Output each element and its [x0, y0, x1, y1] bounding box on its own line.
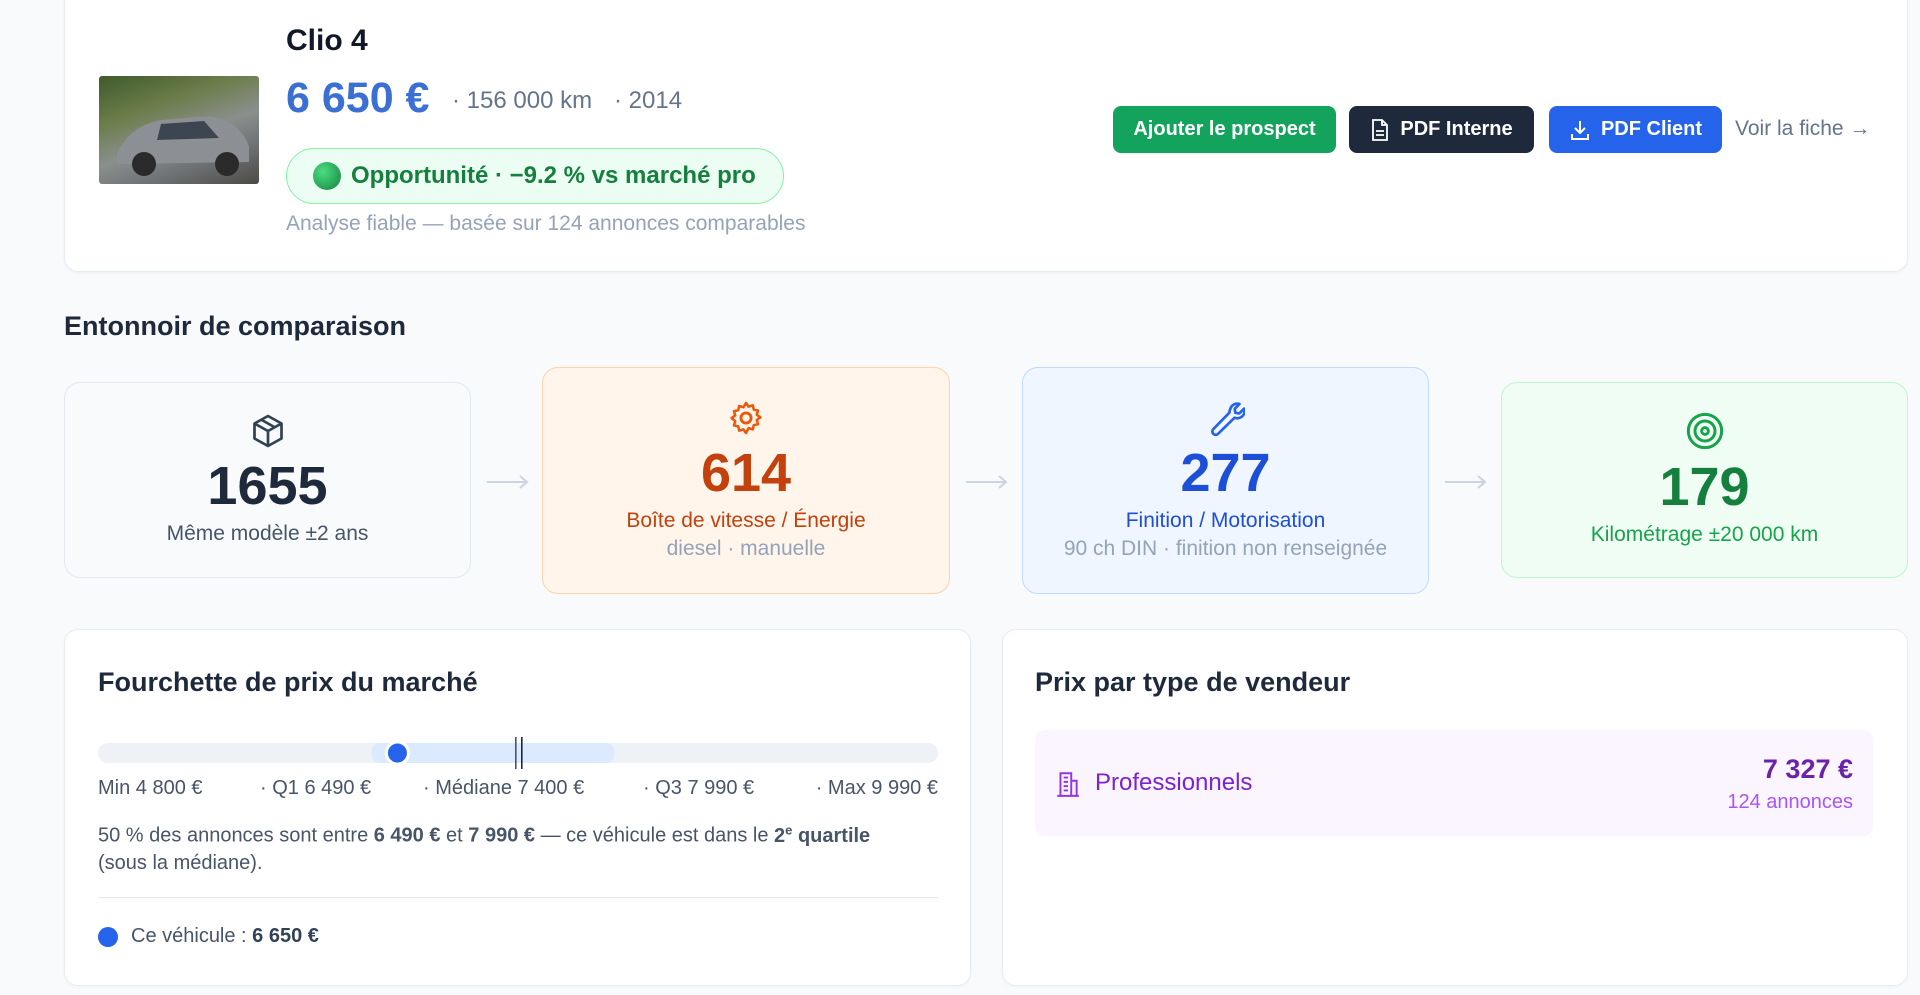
seller-name: Professionnels — [1095, 769, 1253, 796]
step-count: 179 — [1659, 457, 1750, 517]
legend-label: Ce véhicule : — [131, 925, 253, 947]
seller-price: 7 327 € — [1762, 754, 1853, 784]
legend-dot — [98, 926, 118, 947]
funnel-step: 179 Kilométrage ±20 000 km — [1501, 382, 1908, 578]
vehicle-photo — [99, 76, 259, 184]
button-label: PDF Interne — [1400, 118, 1513, 140]
vehicle-price: 6 650 € — [286, 74, 430, 122]
range-summary: 50 % des annonces sont entre 6 490 € et … — [98, 816, 938, 877]
arrow — [487, 475, 529, 489]
vehicle-marker — [384, 740, 410, 766]
quartile-number: 2 — [774, 824, 786, 847]
add-prospect-button[interactable]: Ajouter le prospect — [1113, 106, 1336, 153]
window — [157, 121, 219, 140]
analysis-note: Analyse fiable — basée sur 124 annonces … — [286, 212, 806, 235]
summary-value: 7 990 € — [468, 824, 536, 847]
card-title: Fourchette de prix du marché — [98, 667, 478, 697]
badge-text: Opportunité · −9.2 % vs marché pro — [351, 162, 756, 189]
button-label: Ajouter le prospect — [1133, 118, 1316, 140]
card-title: Prix par type de vendeur — [1035, 667, 1351, 697]
step-label: Kilométrage ±20 000 km — [1590, 523, 1819, 546]
section-title: Entonnoir de comparaison — [64, 311, 407, 341]
pdf-internal-button[interactable]: PDF Interne — [1349, 106, 1534, 153]
wheel — [215, 152, 239, 176]
range-tick-label: Min 4 800 € — [98, 777, 203, 799]
funnel-step: 614 Boîte de vitesse / Énergie diesel · … — [542, 367, 950, 594]
vehicle-year: · 2014 — [614, 87, 683, 114]
summary-text: et — [440, 824, 469, 847]
car-body — [117, 116, 249, 164]
pdf-client-button[interactable]: PDF Client — [1549, 106, 1722, 153]
quartile-word: quartile — [792, 824, 871, 847]
legend-text: Ce véhicule : 6 650 € — [131, 925, 319, 948]
range-tick-label: · Q3 7 990 € — [643, 777, 755, 799]
market-range-card — [64, 629, 971, 986]
arrow — [1445, 475, 1487, 489]
wrench-icon — [1210, 401, 1245, 436]
quartile-suffix: e — [785, 822, 793, 837]
range-tick-label: · Médiane 7 400 € — [423, 777, 585, 799]
funnel-arrows — [487, 475, 1487, 489]
seller-count: 124 annonces — [1727, 791, 1853, 813]
funnel-step: 277 Finition / Motorisation 90 ch DIN · … — [1022, 367, 1429, 594]
step-count: 614 — [700, 442, 792, 503]
summary-text: — ce véhicule est dans le — [535, 824, 775, 847]
vehicle-mileage: · 156 000 km — [452, 87, 593, 114]
arrow — [966, 475, 1008, 489]
vehicle-title: Clio 4 — [286, 24, 368, 57]
step-count: 277 — [1180, 442, 1271, 503]
range-tick-label: · Q1 6 490 € — [260, 777, 372, 799]
wheel — [132, 152, 156, 176]
status-dot — [313, 162, 341, 190]
opportunity-badge: Opportunité · −9.2 % vs marché pro — [286, 148, 784, 204]
legend-value: 6 650 € — [252, 925, 319, 947]
vehicle-photo-art — [117, 116, 249, 176]
summary-text: 50 % des annonces sont entre — [98, 824, 374, 847]
seller-row: Professionnels 7 327 € 124 annonces — [1035, 730, 1873, 836]
download-icon — [1570, 120, 1589, 140]
funnel-step: 1655 Même modèle ±2 ans — [64, 382, 471, 578]
step-label: Boîte de vitesse / Énergie — [626, 508, 866, 532]
step-label: Même modèle ±2 ans — [166, 522, 369, 545]
gear-icon — [730, 401, 762, 434]
price-range-slider — [98, 737, 938, 769]
summary-value: 6 490 € — [373, 824, 441, 847]
range-legend: Ce véhicule : 6 650 € — [98, 925, 319, 948]
range-labels: Min 4 800 € · Q1 6 490 € · Médiane 7 400 €… — [98, 777, 938, 803]
interquartile-band — [371, 743, 615, 763]
step-label: Finition / Motorisation — [1125, 508, 1326, 532]
button-label: PDF Client — [1600, 118, 1703, 140]
building-icon — [1057, 772, 1079, 797]
step-detail: diesel · manuelle — [666, 536, 826, 560]
step-count: 1655 — [207, 456, 328, 516]
range-tick-label: · Max 9 990 € — [815, 777, 938, 799]
box-icon — [252, 414, 283, 448]
step-detail: 90 ch DIN · finition non renseignée — [1063, 536, 1388, 560]
summary-text: (sous la médiane). — [98, 851, 263, 874]
target-icon — [1686, 412, 1723, 450]
file-icon — [1372, 118, 1389, 141]
view-listing-link[interactable]: Voir la fiche → — [1735, 117, 1871, 140]
divider — [98, 897, 938, 898]
summary-quartile: 2e quartile — [774, 822, 871, 847]
